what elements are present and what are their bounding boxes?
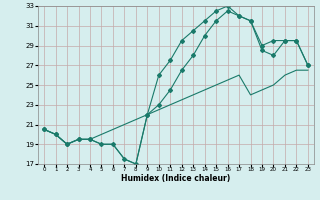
- X-axis label: Humidex (Indice chaleur): Humidex (Indice chaleur): [121, 174, 231, 183]
